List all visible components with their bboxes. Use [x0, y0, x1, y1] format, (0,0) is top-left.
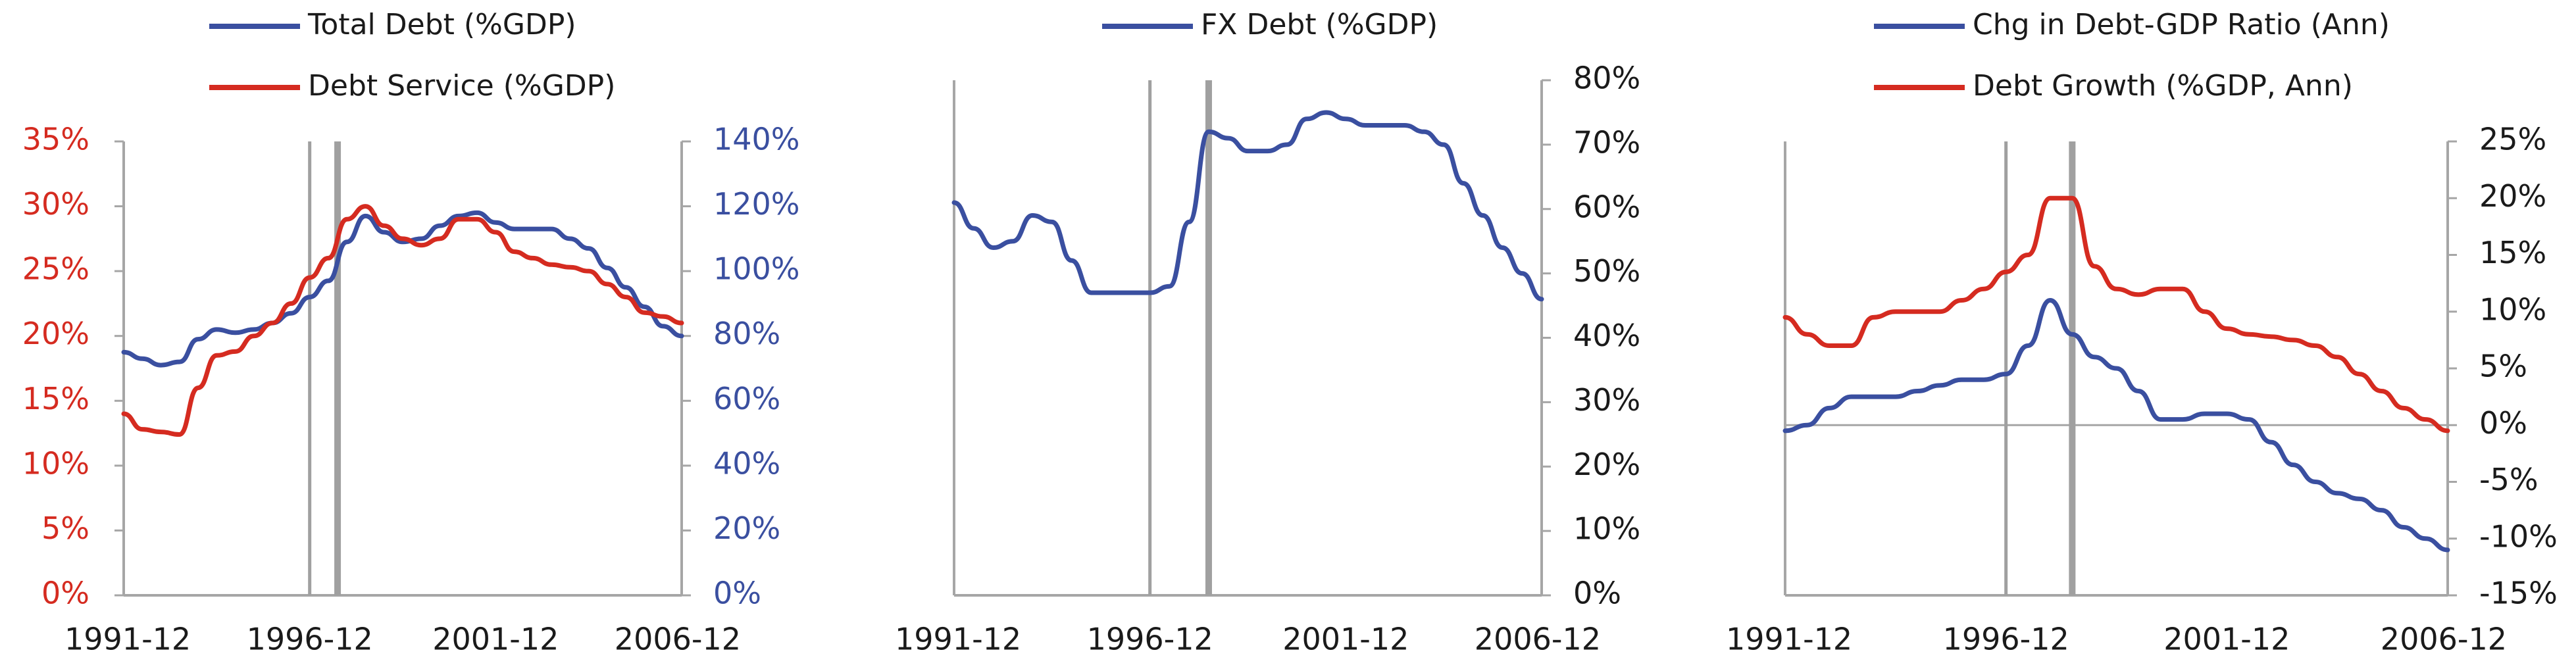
- chart2-y-tick-label-right: 40%: [1573, 318, 1640, 353]
- chart1-y-tick-label-left: 25%: [22, 251, 89, 287]
- chart1-y-tick-label-left: 0%: [41, 576, 89, 611]
- chart2-y-tick-label-right: 20%: [1573, 447, 1640, 482]
- chart2-y-tick-label-right: 0%: [1573, 576, 1621, 611]
- chart1-y-tick-label-right: 80%: [713, 316, 780, 351]
- chart2-x-tick-label: 1991-12: [895, 622, 1021, 657]
- chart3-x-tick-label: 1996-12: [1943, 622, 2069, 657]
- chart3-x-tick-label: 2001-12: [2163, 622, 2290, 657]
- chart1-y-tick-label-left: 10%: [22, 445, 89, 481]
- chart3-x-tick-label: 2006-12: [2381, 622, 2507, 657]
- chart2-x-tick-label: 2001-12: [1282, 622, 1409, 657]
- chart1-y-tick-label-left: 30%: [22, 186, 89, 222]
- chart3-y-tick-label-right: -5%: [2479, 462, 2538, 497]
- chart1-y-tick-label-right: 120%: [713, 186, 800, 222]
- chart1-x-tick-label: 2001-12: [432, 622, 559, 657]
- chart1-y-tick-label-right: 100%: [713, 251, 800, 287]
- chart2-x-tick-label: 1996-12: [1087, 622, 1213, 657]
- chart1-x-tick-label: 2006-12: [615, 622, 741, 657]
- chart2-y-tick-label-right: 10%: [1573, 511, 1640, 547]
- chart2-legend-label: FX Debt (%GDP): [1201, 8, 1438, 41]
- chart3-y-tick-label-right: 5%: [2479, 349, 2527, 384]
- chart3-y-tick-label-right: 0%: [2479, 405, 2527, 441]
- chart1-series-1-line: [124, 212, 682, 365]
- chart1-y-tick-label-right: 60%: [713, 381, 780, 416]
- chart2-panel: [954, 26, 1551, 595]
- chart1-legend-label: Debt Service (%GDP): [308, 69, 615, 103]
- chart3-legend-label: Debt Growth (%GDP, Ann): [1973, 69, 2353, 103]
- chart3-y-tick-label-right: 10%: [2479, 291, 2546, 327]
- chart1-y-tick-label-right: 20%: [713, 510, 780, 546]
- chart1-y-tick-label-right: 140%: [713, 122, 800, 157]
- chart2-y-tick-label-right: 50%: [1573, 253, 1640, 289]
- chart1-panel: [114, 26, 691, 595]
- chart2-y-tick-label-right: 80%: [1573, 61, 1640, 96]
- chart1-x-tick-label: 1996-12: [247, 622, 373, 657]
- chart1-x-tick-label: 1991-12: [64, 622, 191, 657]
- chart3-legend-label: Chg in Debt-GDP Ratio (Ann): [1973, 8, 2390, 41]
- chart1-y-tick-label-left: 35%: [22, 122, 89, 157]
- chart2-y-tick-label-right: 30%: [1573, 382, 1640, 418]
- chart3-y-tick-label-right: -10%: [2479, 518, 2558, 554]
- chart3-y-tick-label-right: -15%: [2479, 576, 2558, 611]
- chart1-y-tick-label-left: 20%: [22, 316, 89, 351]
- chart3-x-tick-label: 1991-12: [1726, 622, 1852, 657]
- chart2-y-tick-label-right: 70%: [1573, 124, 1640, 160]
- chart3-y-tick-label-right: 20%: [2479, 178, 2546, 214]
- chart3-panel: [1785, 26, 2457, 595]
- chart2-series-1-line: [954, 112, 1542, 299]
- chart1-series-2-line: [124, 207, 682, 435]
- chart3-y-tick-label-right: 25%: [2479, 122, 2546, 157]
- chart1-y-tick-label-right: 40%: [713, 445, 780, 481]
- chart2-y-tick-label-right: 60%: [1573, 189, 1640, 224]
- chart1-y-tick-label-left: 15%: [22, 381, 89, 416]
- chart2-x-tick-label: 2006-12: [1475, 622, 1601, 657]
- chart1-y-tick-label-right: 0%: [713, 576, 761, 611]
- chart1-y-tick-label-left: 5%: [41, 510, 89, 546]
- chart3-y-tick-label-right: 15%: [2479, 235, 2546, 270]
- chart1-legend-label: Total Debt (%GDP): [307, 8, 576, 41]
